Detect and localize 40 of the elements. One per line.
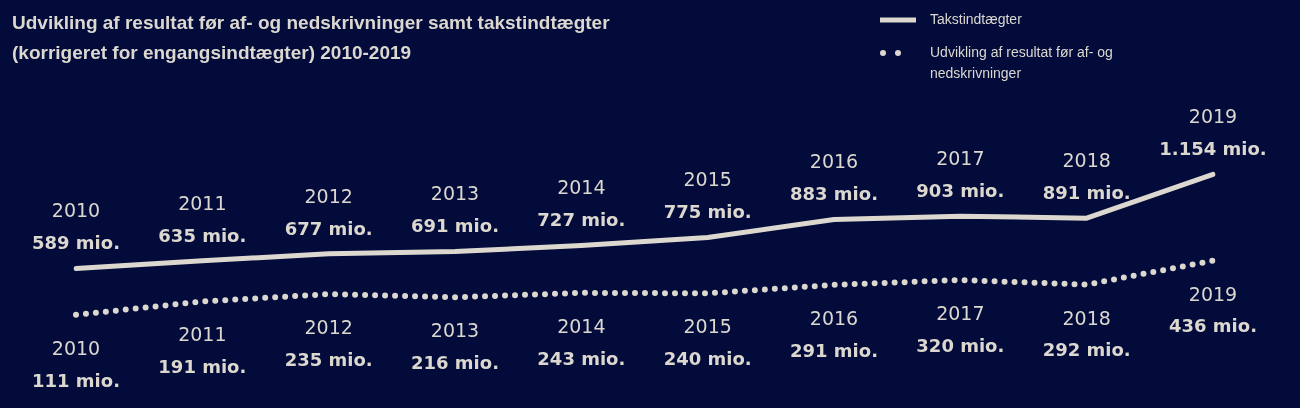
category-label: 2016 xyxy=(809,306,859,329)
category-label: 2018 xyxy=(1062,306,1111,329)
category-label: 2013 xyxy=(430,319,480,342)
data-label: 292 mio. xyxy=(1042,339,1131,361)
data-label: 291 mio. xyxy=(790,339,878,361)
category-label: 2012 xyxy=(304,316,353,339)
category-label: 2015 xyxy=(683,315,732,338)
x-tick-label: 2011 xyxy=(178,191,227,214)
x-tick-label: 2012 xyxy=(304,184,353,207)
data-label: 436 mio. xyxy=(1169,315,1257,337)
x-tick-label: 2018 xyxy=(1062,149,1111,172)
data-label: 691 mio. xyxy=(411,215,499,237)
data-label: 891 mio. xyxy=(1042,181,1131,203)
data-label: 775 mio. xyxy=(663,201,752,223)
data-label: 191 mio. xyxy=(158,356,247,378)
data-label: 243 mio. xyxy=(537,347,626,369)
x-tick-label: 2013 xyxy=(430,182,480,205)
category-label: 2017 xyxy=(936,301,985,324)
data-label: 111 mio. xyxy=(32,369,120,391)
legend-label: Udvikling af resultat før af- og nedskrivninger xyxy=(930,43,1113,81)
legend-label: Takstindtægter xyxy=(930,10,1023,27)
data-label: 216 mio. xyxy=(411,352,499,374)
data-label: 240 mio. xyxy=(663,348,752,370)
data-label: 883 mio. xyxy=(790,183,878,205)
category-label: 2014 xyxy=(557,314,606,337)
data-label: 589 mio. xyxy=(32,232,120,254)
data-label: 635 mio. xyxy=(158,224,247,246)
category-label: 2019 xyxy=(1188,105,1238,128)
data-label: 235 mio. xyxy=(284,348,373,370)
data-label: 320 mio. xyxy=(916,334,1005,356)
x-tick-label: 2016 xyxy=(809,150,859,173)
data-label: 677 mio. xyxy=(284,217,373,239)
x-tick-label: 2017 xyxy=(936,147,985,170)
category-label: 2011 xyxy=(178,323,227,346)
data-label: 903 mio. xyxy=(916,179,1005,201)
data-label: 1.154 mio. xyxy=(1159,138,1267,160)
chart-title: Udvikling af resultat før af- og nedskrivninger samt takstindtægter (korrigeret for engangsindtægter) 2010-2019 xyxy=(12,11,611,65)
x-tick-label: 2014 xyxy=(557,176,606,199)
data-label: 727 mio. xyxy=(537,209,626,231)
category-label: 2010 xyxy=(51,336,101,359)
